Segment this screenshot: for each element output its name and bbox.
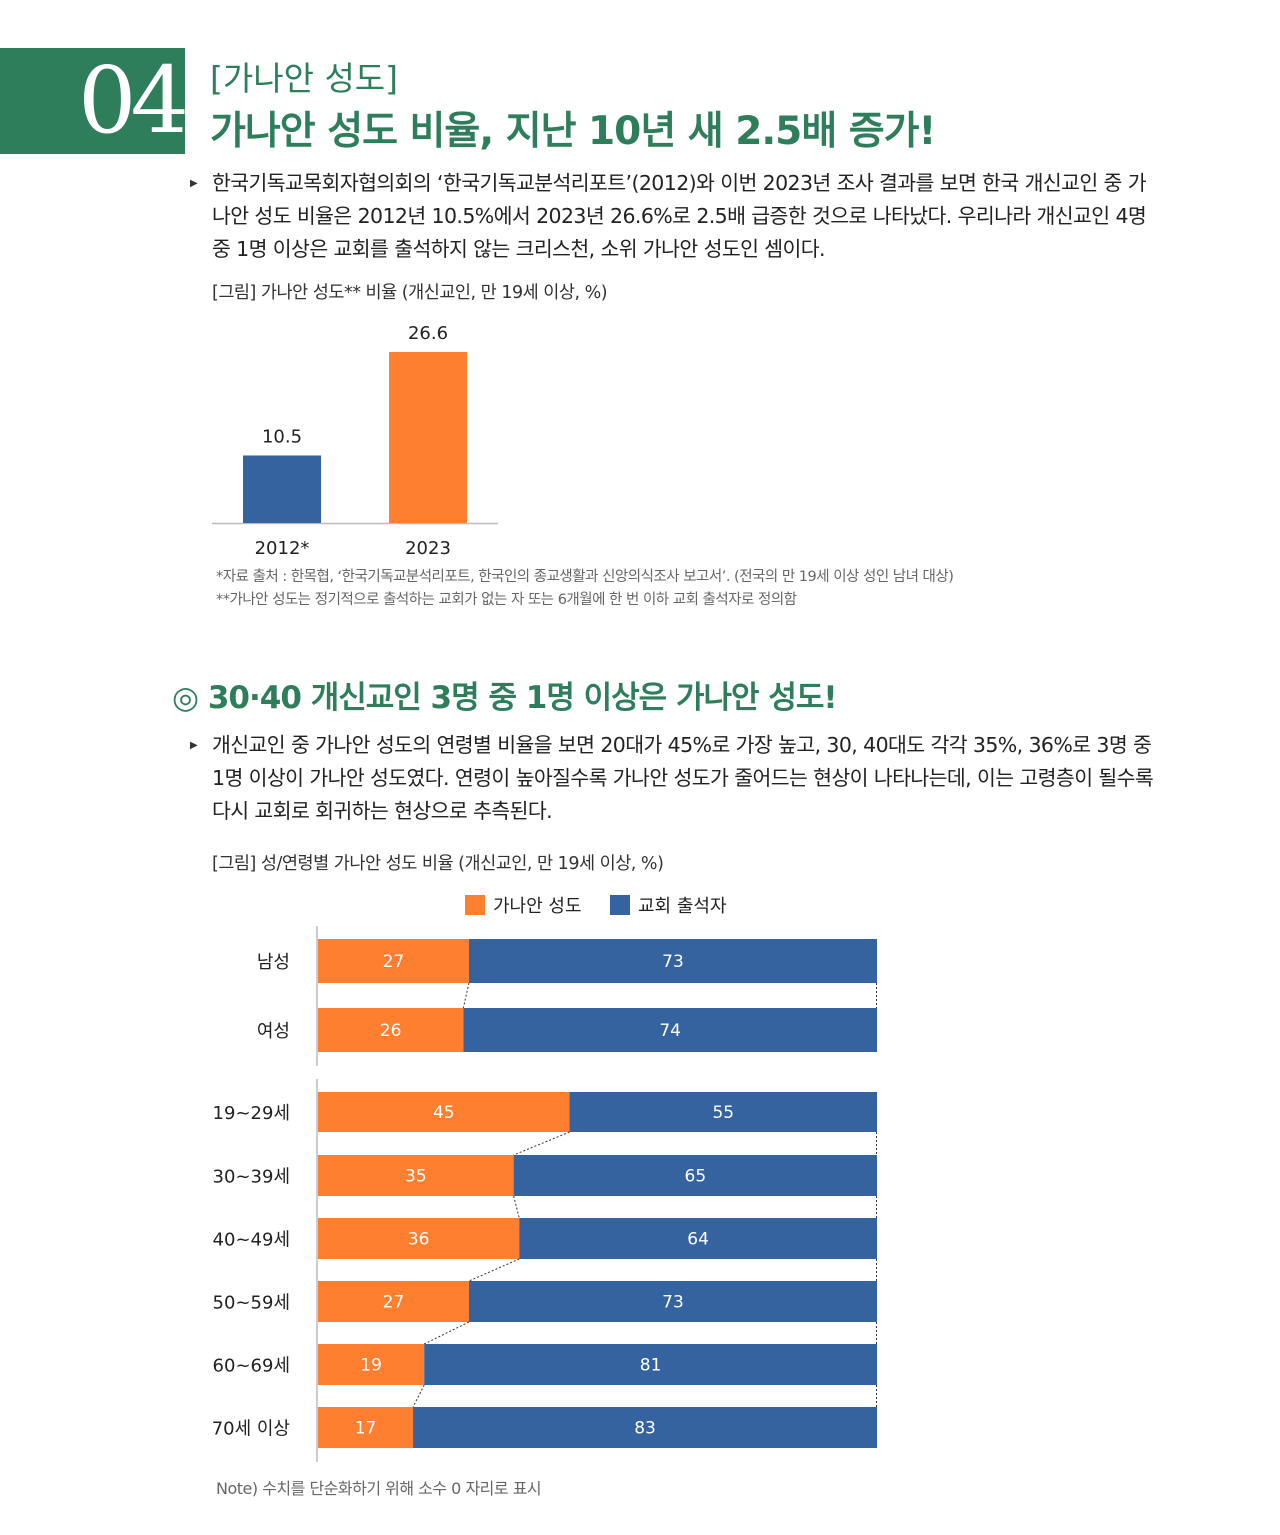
data-label: 10.5 <box>262 426 302 447</box>
data-label: 73 <box>662 952 684 972</box>
data-label: 26.6 <box>408 323 448 344</box>
category-label: 여성 <box>257 1021 290 1042</box>
bar-attendee <box>569 1092 877 1132</box>
bar-unchurched <box>318 1407 414 1448</box>
legend-item-unchurched: 가나안 성도 <box>465 892 582 918</box>
bar-unchurched <box>318 1281 469 1322</box>
category-label: 60~69세 <box>213 1356 290 1377</box>
bar-unchurched <box>318 939 469 983</box>
bar-attendee <box>468 939 877 983</box>
bar-unchurched <box>318 1344 425 1385</box>
connector-line <box>462 982 470 1009</box>
connector-line <box>412 1384 425 1408</box>
data-label: 45 <box>433 1103 455 1123</box>
data-label: 27 <box>383 1293 405 1313</box>
category-label: 40~49세 <box>213 1230 290 1251</box>
data-label: 26 <box>380 1021 402 1041</box>
legend-swatch-orange <box>465 895 485 915</box>
category-label: 19~29세 <box>213 1103 290 1124</box>
x-tick-label: 2012* <box>255 538 310 559</box>
definition-note: **가나안 성도는 정기적으로 출석하는 교회가 없는 자 또는 6개월에 한 … <box>216 592 797 608</box>
category-label: 30~39세 <box>213 1167 290 1188</box>
connector-line <box>513 1131 570 1156</box>
category-label: 70세 이상 <box>212 1419 290 1440</box>
data-label: 74 <box>659 1021 681 1041</box>
legend-item-attendee: 교회 출석자 <box>610 892 727 918</box>
section-heading: ◎ 30·40 개신교인 3명 중 1명 이상은 가나안 성도! <box>172 680 838 716</box>
section-number: 04 <box>78 47 189 154</box>
bullet-icon: ▶ <box>190 740 198 751</box>
legend-label: 가나안 성도 <box>493 896 582 917</box>
bar-attendee <box>519 1218 877 1259</box>
data-label: 55 <box>712 1103 734 1123</box>
bar-attendee <box>463 1008 877 1052</box>
paragraph-2: 개신교인 중 가나안 성도의 연령별 비율을 보면 20대가 45%로 가장 높… <box>212 733 1154 823</box>
bar-unchurched <box>318 1008 464 1052</box>
paragraph-1: 한국기독교목회자협의회의 ‘한국기독교분석리포트’(2012)와 이번 2023… <box>212 171 1147 261</box>
figure-caption-1: [그림] 가나안 성도** 비율 (개신교인, 만 19세 이상, %) <box>212 283 608 303</box>
section-kicker: [가나안 성도] <box>210 59 399 98</box>
bar-2012* <box>243 455 321 523</box>
x-tick-label: 2023 <box>405 538 451 559</box>
connector-line <box>423 1321 470 1345</box>
bar-unchurched <box>318 1092 570 1132</box>
bullet-icon: ▶ <box>190 178 198 189</box>
data-label: 35 <box>405 1167 427 1187</box>
bar-attendee <box>468 1281 877 1322</box>
source-note: *자료 출처 : 한목협, ‘한국기독교분석리포트, 한국인의 종교생활과 신앙… <box>216 569 954 585</box>
bar-unchurched <box>318 1218 520 1259</box>
figure-caption-2: [그림] 성/연령별 가나안 성도 비율 (개신교인, 만 19세 이상, %) <box>212 854 664 874</box>
rounding-note: Note) 수치를 단순화하기 위해 소수 0 자리로 표시 <box>216 1479 542 1498</box>
data-label: 36 <box>408 1230 430 1250</box>
bar-unchurched <box>318 1155 514 1196</box>
bar-attendee <box>513 1155 877 1196</box>
category-label: 50~59세 <box>213 1293 290 1314</box>
bar-attendee <box>413 1407 877 1448</box>
bar-chart-yearly: 10.5 2012* 26.6 2023 <box>212 323 498 559</box>
data-label: 73 <box>662 1293 684 1313</box>
data-label: 83 <box>634 1419 656 1439</box>
data-label: 64 <box>687 1230 709 1250</box>
data-label: 81 <box>640 1356 662 1376</box>
connector-line <box>468 1258 520 1282</box>
bar-2023 <box>389 351 467 523</box>
data-label: 27 <box>383 952 405 972</box>
page-title: 가나안 성도 비율, 지난 10년 새 2.5배 증가! <box>210 109 936 154</box>
category-label: 남성 <box>257 952 290 973</box>
data-label: 19 <box>360 1356 382 1376</box>
section-number-box <box>0 48 185 154</box>
data-label: 65 <box>685 1167 707 1187</box>
bar-attendee <box>424 1344 877 1385</box>
legend-swatch-blue <box>610 895 630 915</box>
legend-label: 교회 출석자 <box>638 896 727 917</box>
connector-line <box>513 1195 520 1219</box>
data-label: 17 <box>355 1419 377 1439</box>
